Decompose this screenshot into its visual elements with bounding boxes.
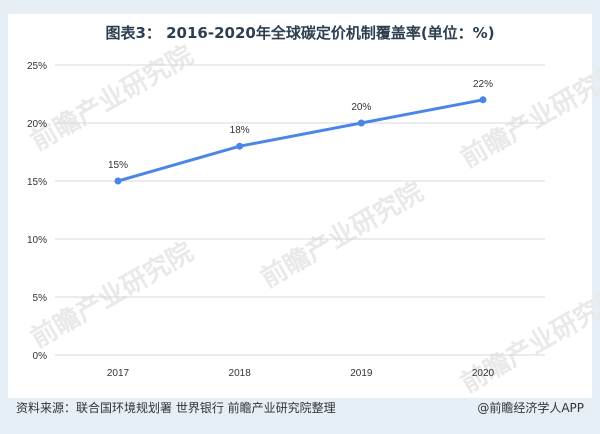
data-point <box>236 142 244 150</box>
series-line-path <box>116 98 485 183</box>
source-note: 资料来源：联合国环境规划署 世界银行 前瞻产业研究院整理 <box>16 401 336 415</box>
y-tick-label: 10% <box>27 235 47 246</box>
credit-note: @前瞻经济学人APP <box>477 401 584 415</box>
x-axis-ticks: 2017 2018 2019 2020 <box>107 368 495 379</box>
x-tick-label: 2017 <box>107 368 130 379</box>
y-axis-ticks: 0% 5% 10% 15% 20% 25% <box>27 61 47 362</box>
chart-title: 图表3： 2016-2020年全球碳定价机制覆盖率(单位：%) <box>105 24 495 42</box>
data-points <box>114 96 487 185</box>
y-tick-label: 25% <box>27 61 47 72</box>
data-point <box>479 96 487 104</box>
data-point <box>357 119 365 127</box>
y-tick-label: 15% <box>27 177 47 188</box>
data-point <box>114 177 122 185</box>
x-tick-label: 2018 <box>229 368 252 379</box>
data-label: 18% <box>230 125 250 136</box>
y-tick-label: 0% <box>33 351 48 362</box>
y-tick-label: 20% <box>27 119 47 130</box>
chart-panel <box>8 14 592 398</box>
data-label: 22% <box>473 79 493 90</box>
y-tick-label: 5% <box>33 293 48 304</box>
series-line <box>116 98 485 183</box>
gridlines <box>55 64 545 356</box>
x-tick-label: 2019 <box>350 368 373 379</box>
data-label: 20% <box>351 102 371 113</box>
x-tick-label: 2020 <box>472 368 495 379</box>
data-labels: 15% 18% 20% 22% <box>108 79 493 171</box>
data-label: 15% <box>108 160 128 171</box>
